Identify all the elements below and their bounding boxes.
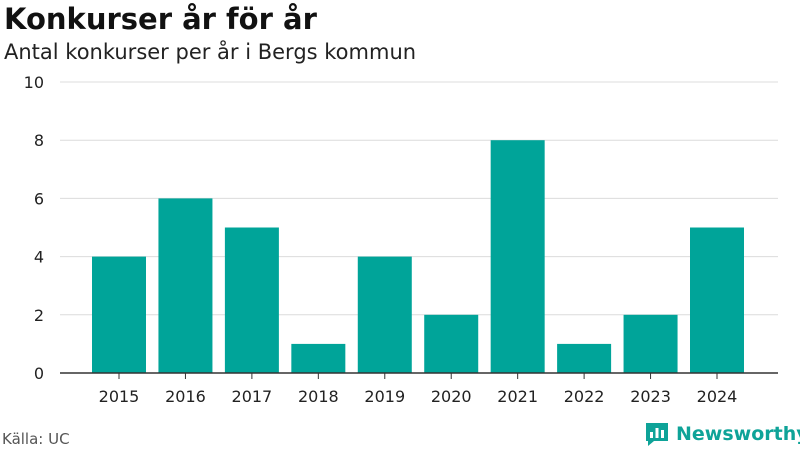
brand-name: Newsworthy	[676, 423, 800, 445]
x-tick-label: 2020	[431, 387, 472, 406]
x-tick-label: 2022	[564, 387, 605, 406]
x-tick-label: 2019	[364, 387, 405, 406]
x-tick-label: 2021	[497, 387, 538, 406]
bar-2022	[557, 343, 612, 373]
bar-2021	[490, 140, 545, 373]
bar-2016	[158, 198, 213, 373]
x-axis-ticks: 2015 2016 2017 2018 2019 2020 2021 2022 2023 2024	[99, 373, 738, 406]
y-tick-label: 8	[34, 131, 44, 150]
bar-2024	[690, 227, 744, 373]
x-tick-label: 2016	[165, 387, 206, 406]
bars	[92, 140, 744, 373]
y-tick-label: 0	[34, 364, 44, 383]
chart-title: Konkurser år för år	[4, 2, 317, 36]
y-axis-ticks: 0 2 4 6 8 10	[24, 73, 44, 383]
x-tick-label: 2015	[99, 387, 140, 406]
bar-2017	[224, 227, 279, 373]
bar-2015	[92, 256, 146, 373]
x-tick-label: 2023	[630, 387, 671, 406]
y-tick-label: 2	[34, 306, 44, 325]
y-tick-label: 10	[24, 73, 44, 92]
y-tick-label: 6	[34, 189, 44, 208]
bar-chart-chat-icon	[646, 423, 668, 446]
y-tick-label: 4	[34, 248, 44, 267]
chart-subtitle: Antal konkurser per år i Bergs kommun	[4, 40, 417, 64]
bar-2019	[357, 256, 412, 373]
brand-logo: Newsworthy	[644, 420, 800, 448]
bar-2023	[623, 314, 678, 373]
x-tick-label: 2017	[232, 387, 273, 406]
bar-2020	[424, 314, 479, 373]
source-note: Källa: UC	[2, 430, 70, 448]
bar-2018	[291, 343, 346, 373]
x-tick-label: 2024	[697, 387, 738, 406]
x-tick-label: 2018	[298, 387, 339, 406]
